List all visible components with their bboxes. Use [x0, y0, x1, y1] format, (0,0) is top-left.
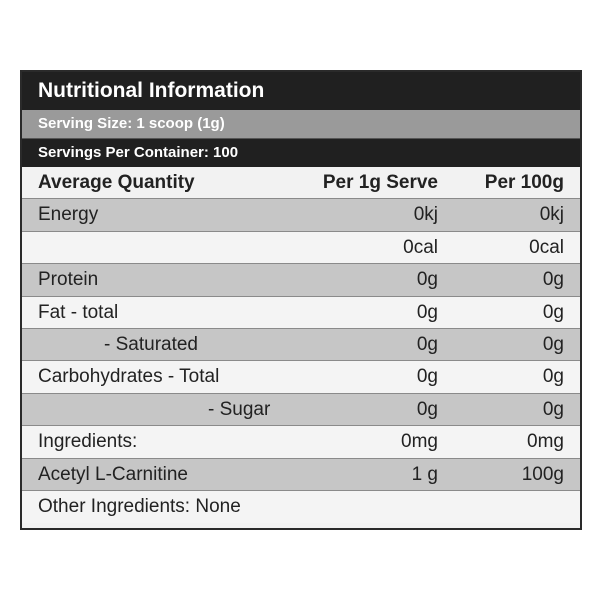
- row-per-serve: 0g: [416, 333, 438, 355]
- row-per-serve: 0cal: [403, 236, 438, 258]
- row-per-100g: 0kj: [539, 204, 564, 226]
- row-label: - Saturated: [104, 333, 198, 355]
- row-per-100g: 0g: [542, 366, 564, 388]
- column-header-row: Average Quantity Per 1g Serve Per 100g: [22, 167, 580, 200]
- table-row-carbohydrates: Carbohydrates - Total 0g 0g: [22, 361, 580, 394]
- row-label: Carbohydrates - Total: [38, 366, 220, 388]
- row-label: Other Ingredients: None: [38, 495, 241, 517]
- table-row-fat-total: Fat - total 0g 0g: [22, 296, 580, 329]
- row-label: - Sugar: [208, 398, 271, 420]
- table-row-acetyl-l-carnitine: Acetyl L-Carnitine 1 g 100g: [22, 458, 580, 491]
- header-average-quantity: Average Quantity: [38, 172, 195, 193]
- row-per-serve: 0g: [416, 301, 438, 323]
- table-row-ingredients: Ingredients: 0mg 0mg: [22, 426, 580, 459]
- row-per-serve: 1 g: [411, 463, 438, 485]
- row-per-serve: 0g: [416, 398, 438, 420]
- row-label: Ingredients:: [38, 431, 138, 453]
- row-per-serve: 0mg: [401, 431, 438, 453]
- row-label: Acetyl L-Carnitine: [38, 463, 188, 485]
- table-row-energy-cal: 0cal 0cal: [22, 231, 580, 265]
- panel-title: Nutritional Information: [22, 72, 580, 110]
- table-row-sugar: - Sugar 0g 0g: [22, 393, 580, 427]
- nutrition-panel: Nutritional Information Serving Size: 1 …: [20, 70, 582, 530]
- table-row-energy-kj: Energy 0kj 0kj: [22, 199, 580, 232]
- header-per-100g: Per 100g: [484, 172, 564, 193]
- table-row-other-ingredients: Other Ingredients: None: [22, 490, 580, 524]
- row-per-100g: 0mg: [527, 431, 564, 453]
- row-per-100g: 0g: [542, 269, 564, 291]
- table-row-saturated: - Saturated 0g 0g: [22, 328, 580, 362]
- row-label: Fat - total: [38, 301, 119, 323]
- row-label: Protein: [38, 269, 99, 291]
- header-per-serve: Per 1g Serve: [322, 172, 438, 193]
- row-per-100g: 0g: [542, 333, 564, 355]
- table-row-protein: Protein 0g 0g: [22, 264, 580, 297]
- row-per-serve: 0g: [416, 269, 438, 291]
- serving-size: Serving Size: 1 scoop (1g): [22, 110, 580, 139]
- row-per-100g: 0g: [542, 301, 564, 323]
- row-per-serve: 0g: [416, 366, 438, 388]
- row-per-serve: 0kj: [413, 204, 438, 226]
- row-per-100g: 0g: [542, 398, 564, 420]
- servings-per-container: Servings Per Container: 100: [22, 139, 580, 167]
- row-per-100g: 0cal: [529, 236, 564, 258]
- row-label: Energy: [38, 204, 99, 226]
- row-per-100g: 100g: [521, 463, 564, 485]
